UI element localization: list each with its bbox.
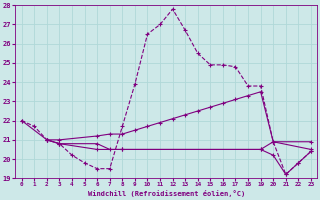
X-axis label: Windchill (Refroidissement éolien,°C): Windchill (Refroidissement éolien,°C) [88, 190, 245, 197]
